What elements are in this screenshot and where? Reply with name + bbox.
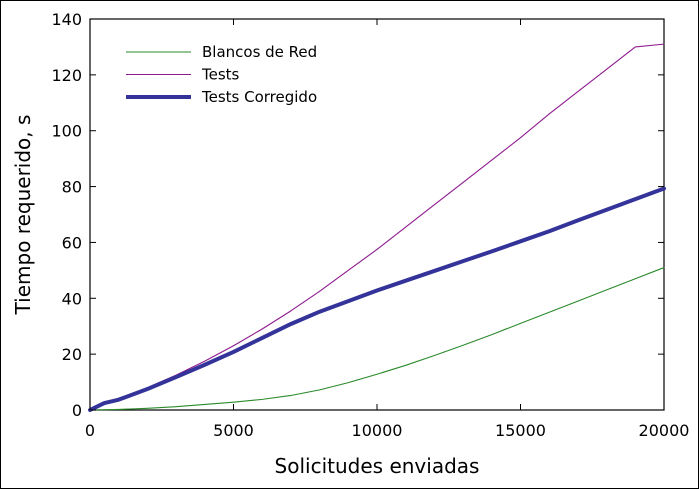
x-tick-label: 10000 (352, 421, 403, 440)
series-line-1 (89, 267, 665, 411)
y-tick-label: 40 (62, 289, 82, 308)
x-tick-label: 15000 (495, 421, 546, 440)
legend-label-1: Blancos de Red (202, 43, 317, 61)
y-tick-label: 60 (62, 233, 82, 252)
y-axis-label: Tiempo requerido, s (11, 115, 35, 316)
y-tick-label: 0 (72, 401, 82, 420)
y-tick-label: 80 (62, 178, 82, 197)
plot-area (89, 18, 665, 411)
y-tick-label: 100 (51, 122, 82, 141)
x-tick-label: 20000 (639, 421, 690, 440)
legend: Blancos de Red Tests Tests Corregido (126, 43, 317, 106)
x-axis-label: Solicitudes enviadas (275, 454, 480, 478)
y-tick-label: 20 (62, 345, 82, 364)
series-layer (88, 43, 666, 412)
legend-label-3: Tests Corregido (201, 88, 317, 106)
series-line-3 (88, 186, 666, 412)
x-tick-label: 5000 (213, 421, 254, 440)
axes-layer: 0 5000 10000 15000 20000 0 20 40 60 80 100 120 140 (51, 10, 689, 440)
plot-frame (89, 18, 665, 411)
x-tick-label: 0 (85, 421, 95, 440)
legend-label-2: Tests (201, 66, 240, 84)
y-tick-label: 120 (51, 66, 82, 85)
y-tick-label: 140 (51, 10, 82, 29)
